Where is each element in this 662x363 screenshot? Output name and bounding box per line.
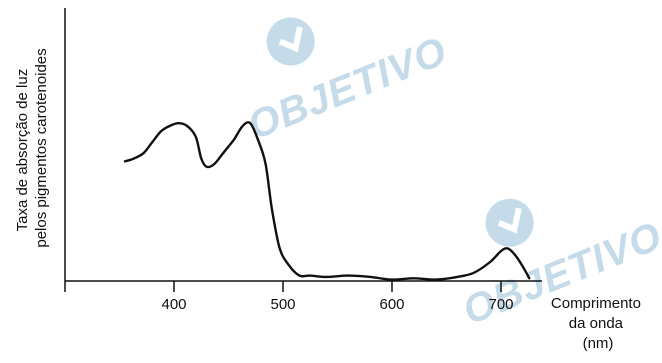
x-axis-title-line-3: (nm) <box>583 335 614 352</box>
series-line-0 <box>123 121 531 281</box>
y-axis-title-line-2: pelos pigmentos carotenoides <box>33 48 50 247</box>
x-tick-label-500: 500 <box>270 296 295 313</box>
x-tick-label-600: 600 <box>379 296 404 313</box>
x-tick-label-700: 700 <box>488 296 513 313</box>
watermark-logo-icon-2 <box>485 198 534 247</box>
x-ticks: 400 500 600 700 <box>161 281 514 313</box>
series-group <box>123 121 531 281</box>
x-axis-title-line-2: da onda <box>569 315 624 332</box>
x-tick-label-400: 400 <box>161 296 186 313</box>
x-axis-title: Comprimento da onda (nm) <box>551 295 645 352</box>
x-axis-title-line-1: Comprimento <box>551 295 641 312</box>
y-axis-title: Taxa de absorção de luz pelos pigmentos … <box>14 48 50 247</box>
y-axis-title-line-1: Taxa de absorção de luz <box>14 69 31 232</box>
watermark-logo-icon <box>266 17 315 66</box>
